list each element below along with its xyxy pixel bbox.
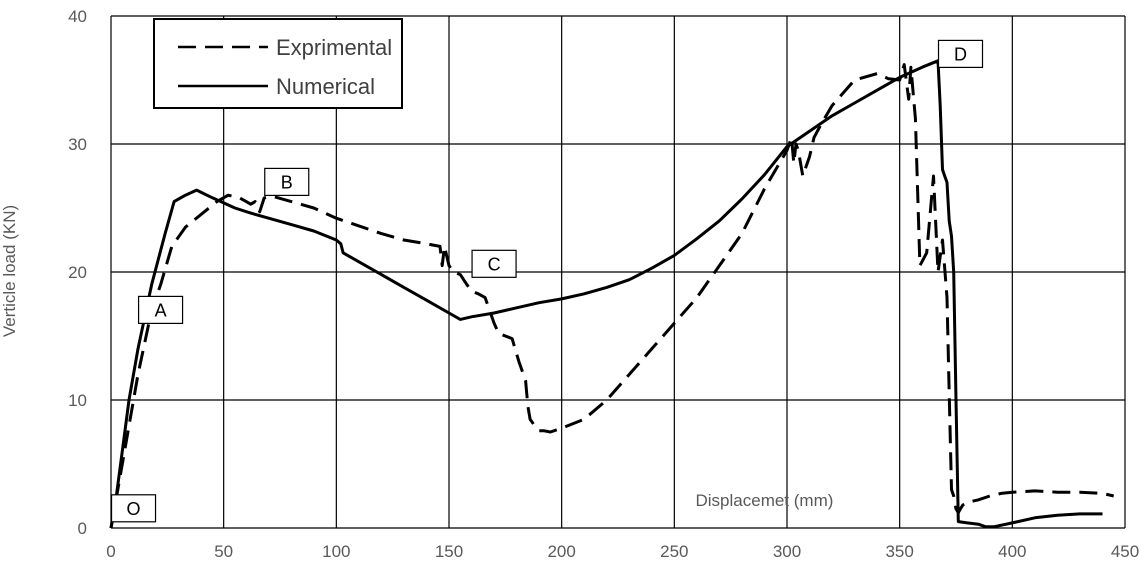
- x-tick-label-300: 300: [773, 542, 801, 561]
- annotation-box-a: [137, 295, 184, 324]
- x-tick-label-150: 150: [435, 542, 463, 561]
- annotation-label-b: B: [281, 172, 293, 192]
- y-tick-label-20: 20: [68, 263, 87, 282]
- legend-box: [153, 18, 403, 109]
- x-tick-label-0: 0: [106, 542, 115, 561]
- annotation-box-d: [937, 39, 984, 69]
- y-tick-label-0: 0: [78, 519, 87, 538]
- x-tick-label-450: 450: [1111, 542, 1139, 561]
- x-tick-label-100: 100: [322, 542, 350, 561]
- x-tick-label-250: 250: [660, 542, 688, 561]
- legend-label-exprimental: Exprimental: [276, 35, 392, 60]
- series-lines: [109, 59, 1115, 529]
- y-tick-label-30: 30: [68, 135, 87, 154]
- annotation-label-c: C: [488, 254, 501, 274]
- y-axis-label: Verticle load (KN): [0, 205, 19, 337]
- y-tick-label-40: 40: [68, 7, 87, 26]
- annotation-box-b: [264, 167, 310, 196]
- x-axis-label: Displacemet (mm): [696, 491, 834, 510]
- point-annotations: O A B C D Displacemet (mm): [110, 39, 984, 523]
- annotation-box-c: [471, 249, 517, 278]
- annotation-label-a: A: [155, 300, 167, 320]
- x-tick-label-50: 50: [214, 542, 233, 561]
- y-tick-label-10: 10: [68, 391, 87, 410]
- annotation-label-o: O: [127, 499, 141, 519]
- tick-labels: 0 50 100 150 200 250 300 350 400 450 0 10 20 30 40: [68, 7, 1139, 561]
- legend-label-numerical: Numerical: [276, 74, 375, 99]
- x-tick-label-200: 200: [547, 542, 575, 561]
- x-tick-label-400: 400: [998, 542, 1026, 561]
- annotation-label-d: D: [954, 44, 967, 64]
- x-tick-label-350: 350: [885, 542, 913, 561]
- grid: [110, 15, 1126, 529]
- annotation-box-o: [110, 494, 157, 523]
- legend: Exprimental Numerical: [153, 18, 403, 109]
- series-line-exprimental: [109, 63, 1115, 529]
- series-line-numerical: [109, 59, 1103, 529]
